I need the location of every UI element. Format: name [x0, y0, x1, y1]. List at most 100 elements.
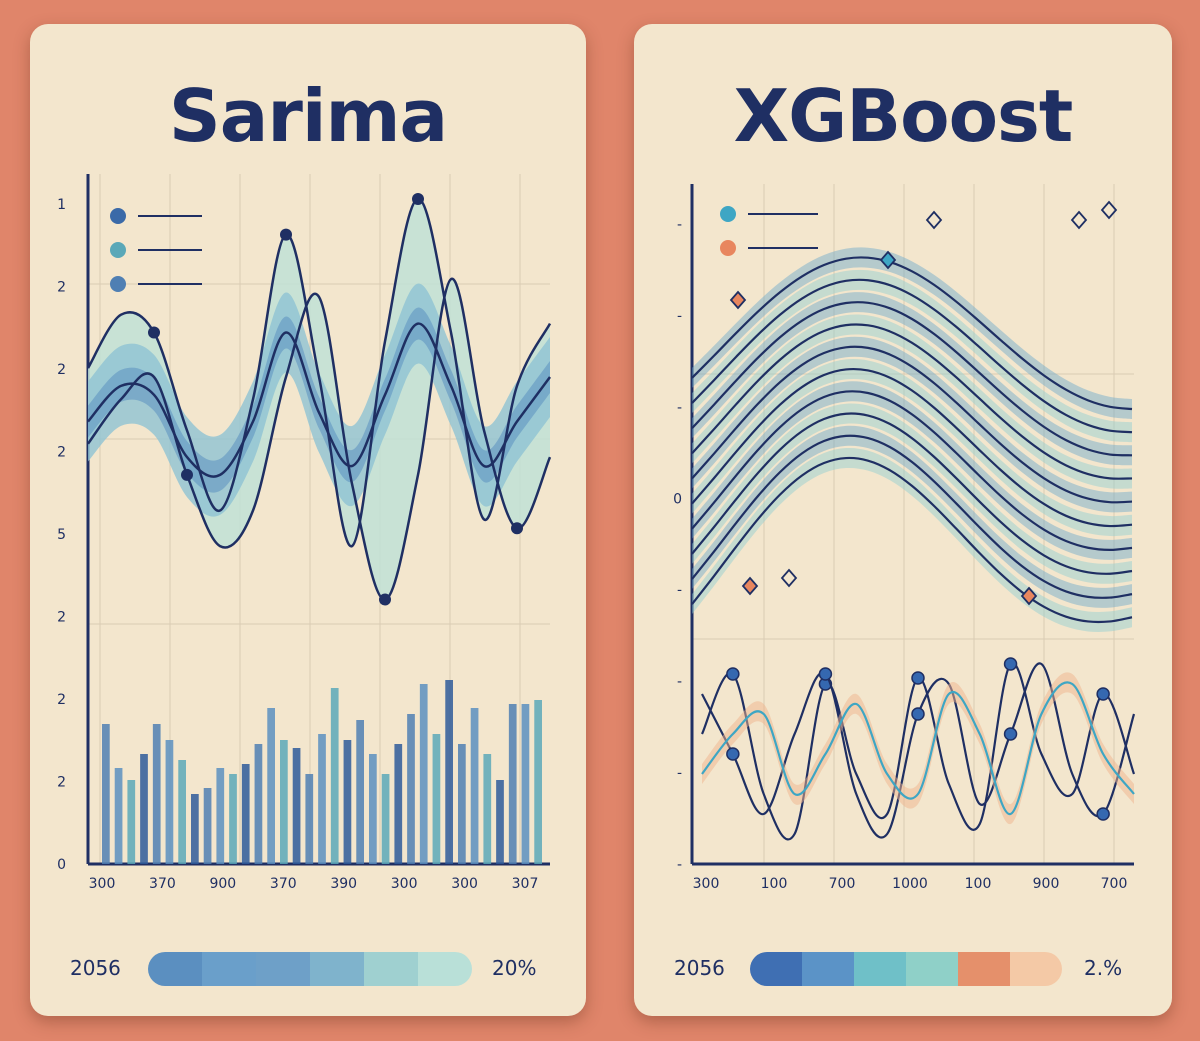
- wave-ribbon: [692, 314, 1132, 489]
- y-tick-label: 1: [57, 197, 66, 213]
- wave-ribbon: [692, 447, 1132, 632]
- y-tick-label: 2: [57, 610, 66, 626]
- xgboost-scale-segment: [750, 952, 802, 986]
- y-tick-label: 5: [57, 527, 66, 543]
- data-point: [1003, 657, 1018, 671]
- bar: [508, 704, 517, 864]
- decor-diamond: [1070, 210, 1088, 230]
- bar: [114, 768, 123, 864]
- x-tick-label: 370: [149, 876, 176, 892]
- data-point: [818, 667, 833, 681]
- x-tick-label: 300: [451, 876, 478, 892]
- legend-marker: [110, 276, 126, 292]
- xgboost-scale-segment: [906, 952, 958, 986]
- series-line-0: [86, 197, 552, 548]
- bar: [381, 774, 390, 864]
- data-point: [1003, 727, 1018, 741]
- lower-series-line-2: [701, 681, 1135, 816]
- y-tick-label: -: [677, 674, 682, 690]
- x-tick-label: 100: [965, 876, 992, 892]
- bar: [229, 774, 237, 864]
- bar: [521, 704, 530, 864]
- series-line-2: [86, 277, 552, 601]
- wave-ribbon: [692, 292, 1132, 466]
- decor-diamond: [1020, 586, 1038, 606]
- bar: [343, 740, 352, 864]
- xgboost-scale-segment: [802, 952, 854, 986]
- y-tick-label: -: [677, 308, 682, 324]
- sarima-scale-segment: [418, 952, 472, 986]
- wave-line: [691, 256, 1133, 411]
- decor-diamond: [729, 290, 747, 310]
- wave-line: [691, 390, 1133, 551]
- y-tick-label: 2: [57, 362, 66, 378]
- bar: [330, 688, 339, 864]
- bar: [419, 684, 428, 864]
- x-tick-label: 1000: [892, 876, 928, 892]
- bar: [496, 780, 504, 864]
- bar: [140, 754, 148, 864]
- x-tick-label: 300: [89, 876, 116, 892]
- data-point: [911, 707, 925, 721]
- y-tick-label: 0: [673, 491, 682, 507]
- sarima-scale-segment: [202, 952, 256, 986]
- bar: [127, 780, 136, 864]
- xgboost-scale-segment: [854, 952, 906, 986]
- y-tick-label: 2: [57, 775, 66, 791]
- xgboost-scale-segment: [958, 952, 1010, 986]
- decor-diamond: [925, 210, 943, 230]
- bar: [165, 740, 174, 864]
- xgboost-card: XGBoost - - -0- - - -300 100 700 1000 100 900 700 2…: [634, 24, 1172, 1016]
- bar: [241, 764, 250, 864]
- sarima-scale-left-label: 2056: [70, 956, 121, 980]
- decor-diamond: [879, 250, 897, 270]
- xgboost-scale-row: 2056 2.%: [634, 950, 1172, 986]
- y-tick-label: 2: [57, 445, 66, 461]
- data-point: [148, 326, 160, 339]
- xgboost-color-scale: [750, 952, 1062, 986]
- xgboost-scale-segment: [1010, 952, 1062, 986]
- data-point: [511, 522, 523, 535]
- x-tick-label: 307: [512, 876, 539, 892]
- y-tick-label: 2: [57, 280, 66, 296]
- bar: [432, 734, 441, 864]
- y-tick-label: -: [677, 583, 682, 599]
- xgboost-scale-right-label: 2.%: [1084, 956, 1123, 980]
- decor-diamond: [780, 568, 798, 588]
- sarima-scale-row: 2056 20%: [30, 950, 586, 986]
- data-point: [1096, 687, 1110, 701]
- bar: [254, 744, 263, 864]
- x-tick-label: 100: [761, 876, 788, 892]
- sarima-scale-segment: [256, 952, 310, 986]
- sarima-color-scale: [148, 952, 472, 986]
- decor-diamond: [741, 576, 759, 596]
- xgboost-chart: ---0----300 100 700 1000 100 900 700: [673, 184, 1136, 892]
- wave-ribbon: [692, 425, 1132, 608]
- wave-line: [691, 278, 1133, 434]
- legend-marker: [720, 206, 736, 222]
- x-tick-label: 700: [1101, 876, 1128, 892]
- bar: [102, 724, 110, 864]
- wave-ribbon: [692, 247, 1132, 420]
- y-tick-label: 0: [57, 857, 66, 873]
- y-tick-label: 2: [57, 692, 66, 708]
- sarima-scale-segment: [148, 952, 202, 986]
- sarima-card: Sarima 1 2 2 2 5 2 2 2 0 300 370 900 370 390 300 300 307…: [30, 24, 586, 1016]
- wave-line: [691, 367, 1133, 528]
- wave-line: [691, 345, 1133, 504]
- bar: [394, 744, 403, 864]
- sarima-scale-segment: [310, 952, 364, 986]
- data-point: [726, 747, 740, 761]
- wave-ribbon: [692, 336, 1132, 513]
- wave-line: [691, 434, 1133, 599]
- data-point: [181, 468, 193, 481]
- lower-band: [702, 672, 1134, 825]
- data-point: [280, 228, 292, 241]
- legend-marker: [110, 208, 126, 224]
- x-tick-label: 370: [270, 876, 297, 892]
- y-tick-label: -: [677, 217, 682, 233]
- sarima-scale-segment: [364, 952, 418, 986]
- x-tick-label: 700: [829, 876, 856, 892]
- bar: [407, 714, 415, 864]
- bar: [152, 724, 161, 864]
